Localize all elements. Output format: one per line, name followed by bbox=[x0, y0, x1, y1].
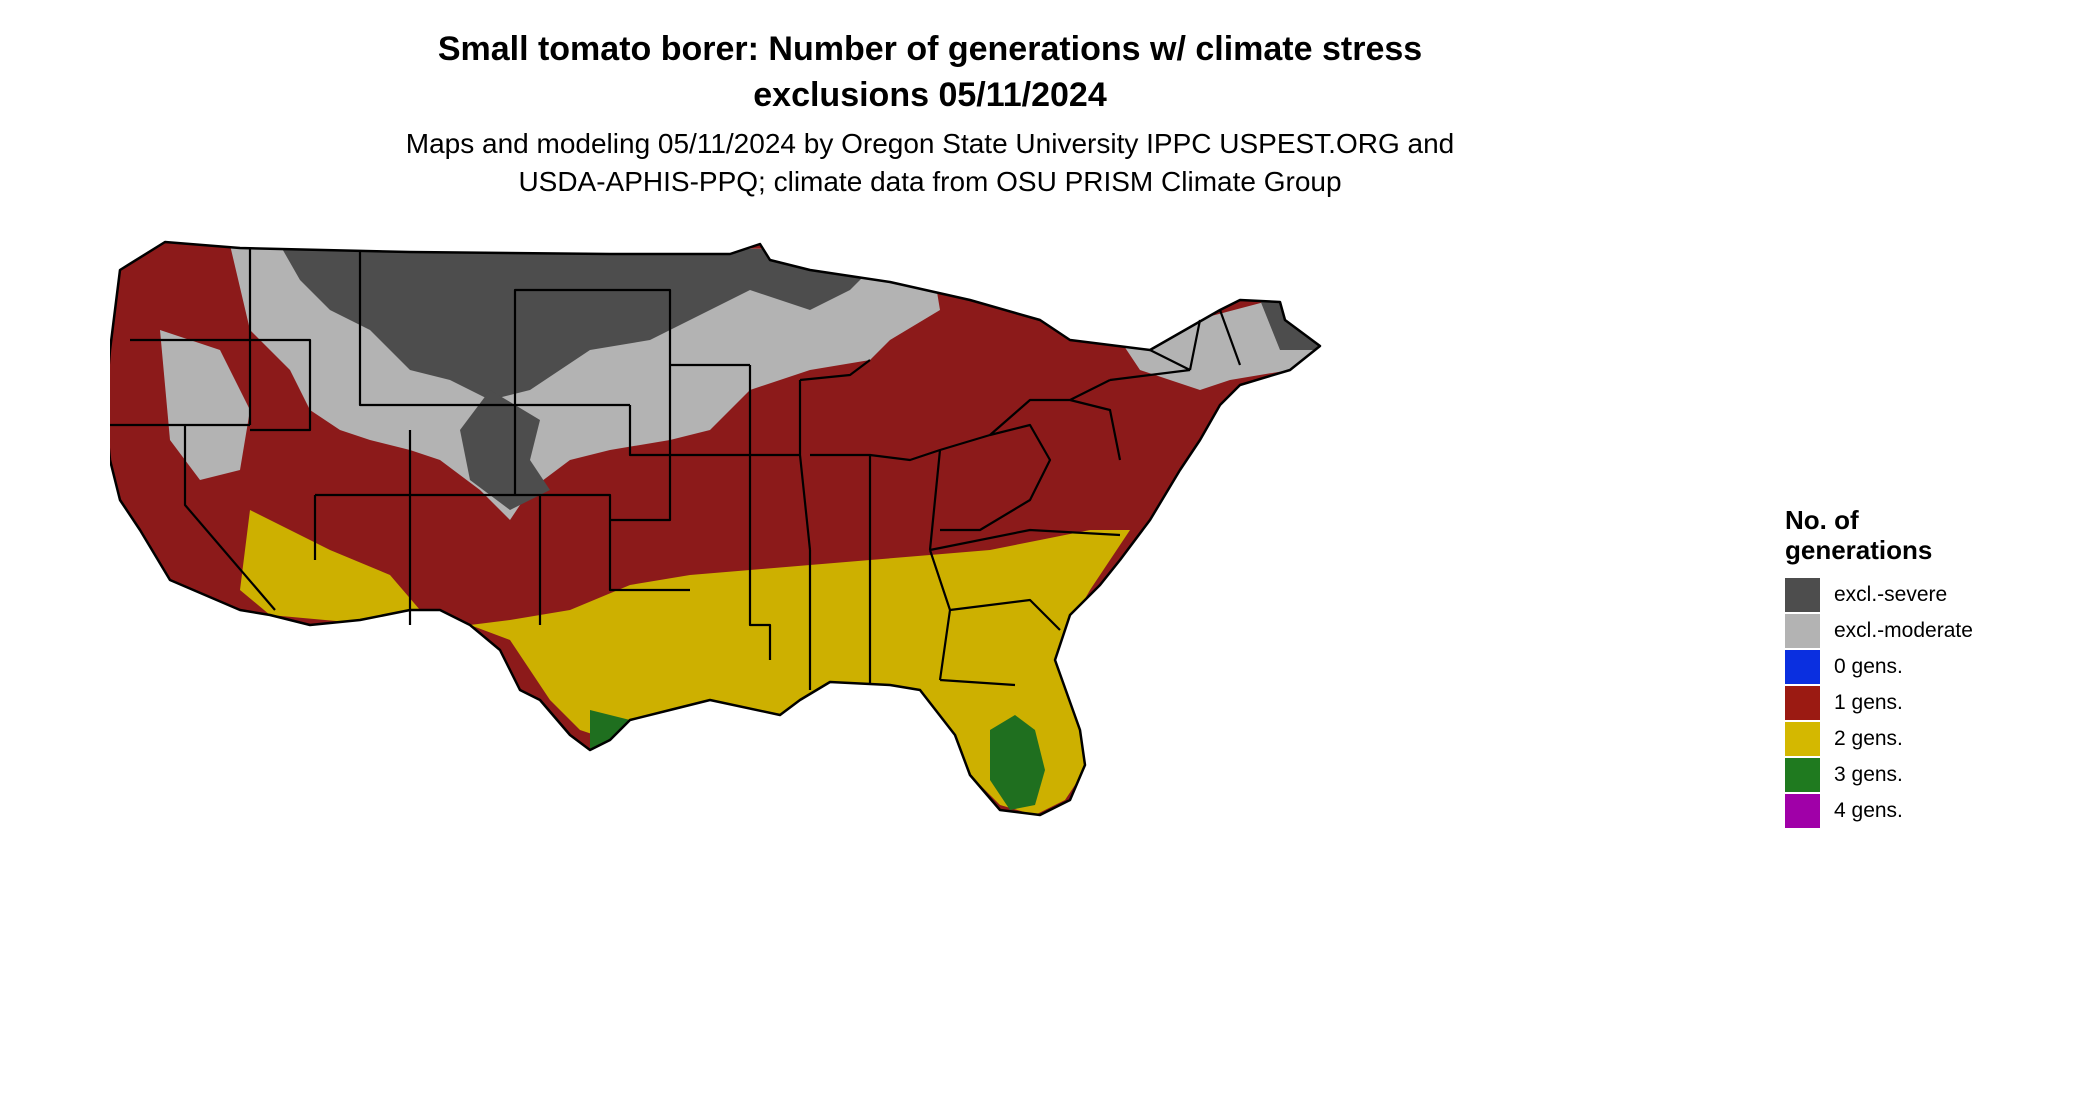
legend-item-excl-moderate: excl.-moderate bbox=[1785, 613, 2085, 649]
legend-item-1-gens: 1 gens. bbox=[1785, 685, 2085, 721]
region-two-generations bbox=[240, 510, 1130, 815]
legend-title-line-2: generations bbox=[1785, 535, 1933, 565]
legend-label: 4 gens. bbox=[1834, 799, 1903, 822]
legend-swatch bbox=[1785, 758, 1820, 792]
legend-swatch bbox=[1785, 650, 1820, 684]
region-severe-rockies bbox=[460, 390, 550, 510]
legend-label: 0 gens. bbox=[1834, 655, 1903, 678]
us-generations-map bbox=[110, 240, 1322, 817]
legend-item-4-gens: 4 gens. bbox=[1785, 793, 2085, 829]
region-severe-north bbox=[280, 245, 880, 400]
country-outline bbox=[110, 240, 1322, 817]
legend-items: excl.-severe excl.-moderate 0 gens. 1 ge… bbox=[1785, 577, 2085, 829]
map-title: Small tomato borer: Number of generation… bbox=[0, 26, 1860, 118]
legend-swatch bbox=[1785, 794, 1820, 828]
legend-swatch bbox=[1785, 578, 1820, 612]
legend-label: 1 gens. bbox=[1834, 691, 1903, 714]
region-three-gen-texas bbox=[590, 710, 650, 770]
region-moderate-west bbox=[160, 330, 250, 480]
legend-title-line-1: No. of bbox=[1785, 505, 1859, 535]
legend-item-0-gens: 0 gens. bbox=[1785, 649, 2085, 685]
legend-label: 3 gens. bbox=[1834, 763, 1903, 786]
legend-label: excl.-severe bbox=[1834, 583, 1948, 606]
legend-label: excl.-moderate bbox=[1834, 619, 1973, 642]
subtitle-line-1: Maps and modeling 05/11/2024 by Oregon S… bbox=[405, 128, 1455, 159]
legend-item-3-gens: 3 gens. bbox=[1785, 757, 2085, 793]
legend-swatch bbox=[1785, 614, 1820, 648]
title-line-1: Small tomato borer: Number of generation… bbox=[437, 30, 1423, 68]
title-line-2: exclusions 05/11/2024 bbox=[753, 76, 1107, 114]
legend-item-excl-severe: excl.-severe bbox=[1785, 577, 2085, 613]
map-subtitle: Maps and modeling 05/11/2024 by Oregon S… bbox=[0, 125, 1860, 201]
legend-label: 2 gens. bbox=[1834, 727, 1903, 750]
legend-title: No. of generations bbox=[1785, 505, 2085, 565]
legend-item-2-gens: 2 gens. bbox=[1785, 721, 2085, 757]
state-border-lines bbox=[110, 248, 1242, 690]
legend: No. of generations excl.-severe excl.-mo… bbox=[1785, 505, 2085, 829]
region-three-gen-florida bbox=[990, 715, 1045, 810]
legend-swatch bbox=[1785, 722, 1820, 756]
legend-swatch bbox=[1785, 686, 1820, 720]
subtitle-line-2: USDA-APHIS-PPQ; climate data from OSU PR… bbox=[518, 166, 1342, 197]
